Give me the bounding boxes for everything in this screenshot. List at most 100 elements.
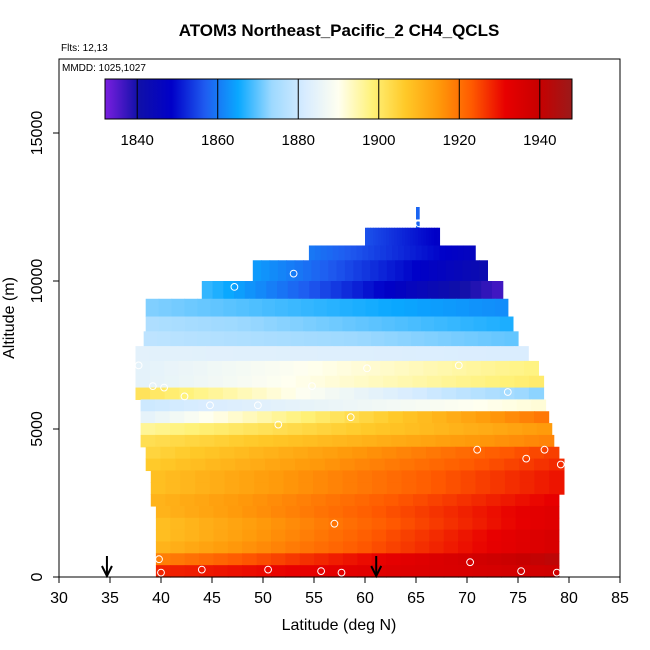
heatmap-cell xyxy=(394,227,398,247)
heatmap-cell xyxy=(155,505,171,519)
heatmap-cell xyxy=(363,281,375,300)
heatmap-cell xyxy=(530,541,546,554)
heatmap-cell xyxy=(434,423,450,436)
heatmap-cell xyxy=(365,227,369,247)
heatmap-cell xyxy=(339,375,355,389)
heatmap-cell xyxy=(368,387,384,400)
heatmap-cell xyxy=(442,494,458,507)
y-axis-label: Altitude (m) xyxy=(1,277,18,359)
heatmap-cell xyxy=(386,470,403,483)
heatmap-cell xyxy=(434,227,438,247)
heatmap-cell xyxy=(242,411,258,424)
heatmap-cell xyxy=(199,553,215,566)
heatmap-cell xyxy=(365,360,381,377)
heatmap-cell xyxy=(457,245,464,261)
heatmap-cell xyxy=(324,458,341,472)
heatmap-cell xyxy=(254,470,270,483)
heatmap-cell xyxy=(429,541,445,554)
heatmap-cell xyxy=(384,281,396,300)
heatmap-cell xyxy=(140,423,156,436)
heatmap-cell xyxy=(386,517,402,531)
heatmap-cell xyxy=(332,434,348,448)
heatmap-cell xyxy=(470,281,482,300)
heatmap-cell xyxy=(140,434,156,448)
heatmap-cell xyxy=(213,517,229,531)
heatmap-cell xyxy=(499,446,516,460)
heatmap-cell xyxy=(227,553,243,566)
heatmap-cell xyxy=(470,375,486,389)
heatmap-cell xyxy=(404,298,418,318)
heatmap-cell xyxy=(344,245,352,261)
heatmap-cell xyxy=(285,505,301,519)
heatmap-cell xyxy=(180,482,196,495)
heatmap-cell xyxy=(205,458,221,472)
heatmap-cell xyxy=(416,482,432,495)
heatmap-cell xyxy=(456,494,472,507)
heatmap-cell xyxy=(386,482,403,495)
heatmap-cell xyxy=(311,260,321,282)
heatmap-cell xyxy=(383,494,400,507)
sample-point xyxy=(206,401,214,410)
heatmap-cell xyxy=(276,316,291,332)
heatmap-cell xyxy=(465,434,481,448)
heatmap-cell xyxy=(150,482,167,495)
heatmap-cell xyxy=(378,260,388,282)
heatmap-cell xyxy=(308,360,324,377)
heatmap-cell xyxy=(443,517,459,531)
heatmap-cell xyxy=(407,316,422,332)
heatmap-cell xyxy=(204,446,221,460)
sample-point xyxy=(254,401,262,410)
heatmap-cell xyxy=(209,470,226,483)
heatmap-cell xyxy=(285,541,301,554)
heatmap-cell xyxy=(401,346,417,362)
heatmap-cell xyxy=(529,494,545,507)
heatmap-cell xyxy=(314,517,330,531)
heatmap-cell xyxy=(538,434,555,448)
heatmap-cell xyxy=(155,411,171,424)
heatmap-cell xyxy=(329,316,344,332)
heatmap-cell xyxy=(489,458,505,472)
heatmap-cell xyxy=(250,360,266,377)
heatmap-cell xyxy=(369,458,386,472)
heatmap-cell xyxy=(300,298,315,318)
heatmap-cell xyxy=(428,260,438,282)
heatmap-cell xyxy=(411,331,426,347)
heatmap-cell xyxy=(479,260,488,282)
heatmap-cell xyxy=(208,387,224,400)
heatmap-cell xyxy=(299,541,315,554)
heatmap-cell xyxy=(342,529,358,543)
heatmap-cell xyxy=(515,494,531,507)
heatmap-cell xyxy=(183,331,198,347)
heatmap-cell xyxy=(155,434,171,448)
sample-point xyxy=(415,219,424,228)
heatmap-cell xyxy=(544,494,560,507)
heatmap-cell xyxy=(331,346,347,362)
heatmap-cell xyxy=(515,505,531,519)
heatmap-cell xyxy=(403,245,411,261)
heatmap-cell xyxy=(211,316,225,332)
heatmap-cell xyxy=(412,387,428,400)
heatmap-cell xyxy=(499,375,515,389)
heatmap-cell xyxy=(407,227,411,247)
heatmap-cell xyxy=(371,399,388,412)
heatmap-cell xyxy=(446,411,462,424)
heatmap-cell xyxy=(371,529,387,543)
heatmap-cell xyxy=(486,517,502,531)
heatmap-cell xyxy=(275,346,291,362)
heatmap-cell xyxy=(184,565,200,578)
heatmap-cell xyxy=(458,553,474,566)
heatmap-cell xyxy=(515,541,531,554)
heatmap-cell xyxy=(509,434,525,448)
heatmap-cell xyxy=(549,470,565,483)
heatmap-cell xyxy=(271,517,286,531)
heatmap-cell xyxy=(544,553,560,566)
heatmap-cell xyxy=(475,482,491,495)
heatmap-cell xyxy=(271,411,287,424)
heatmap-cell xyxy=(170,434,186,448)
heatmap-cell xyxy=(464,331,479,347)
heatmap-cell xyxy=(179,375,195,389)
heatmap-cell xyxy=(236,298,250,318)
sample-point xyxy=(157,568,165,577)
heatmap-cell xyxy=(371,517,387,531)
